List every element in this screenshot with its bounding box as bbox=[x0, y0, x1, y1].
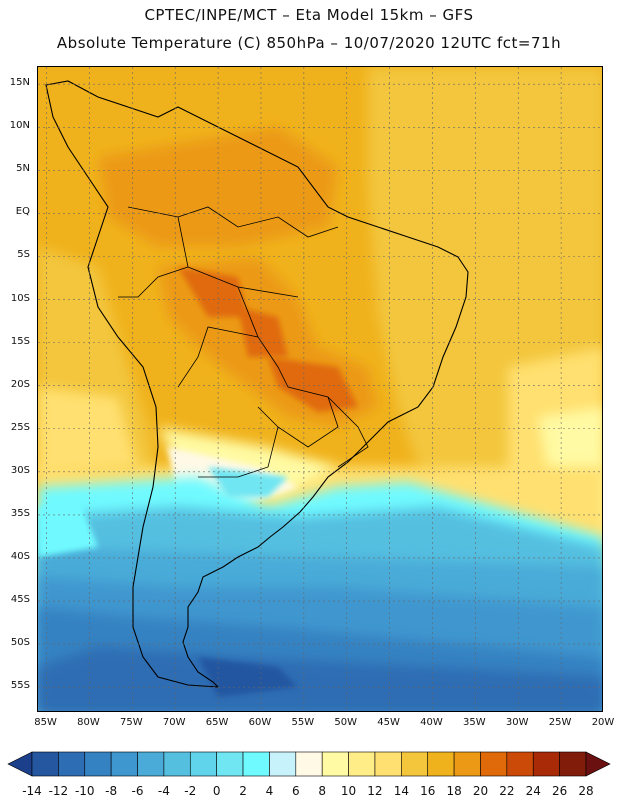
colorbar-tick-label: 18 bbox=[446, 784, 462, 798]
lon-tick-label: 55W bbox=[291, 717, 315, 728]
colorbar-swatch bbox=[242, 751, 270, 777]
lat-tick-label: 45S bbox=[10, 594, 30, 606]
lon-tick-label: 75W bbox=[120, 717, 143, 728]
colorbar bbox=[7, 751, 611, 777]
colorbar-tick-label: 8 bbox=[318, 784, 327, 798]
colorbar-tick-label: -6 bbox=[131, 784, 144, 798]
colorbar-swatch bbox=[31, 751, 59, 777]
lon-tick-label: 85W bbox=[34, 717, 57, 728]
colorbar-swatch bbox=[559, 751, 587, 777]
lat-tick-label: EQ bbox=[15, 206, 30, 218]
colorbar-swatch bbox=[374, 751, 402, 777]
chart-title-line1: CPTEC/INPE/MCT – Eta Model 15km – GFS bbox=[144, 6, 474, 24]
south-america-coastline bbox=[45, 80, 469, 688]
colorbar-swatch bbox=[110, 751, 138, 777]
lon-tick-label: 20W bbox=[591, 717, 615, 728]
colorbar-swatch bbox=[321, 751, 349, 777]
lon-tick-label: 80W bbox=[77, 717, 100, 728]
colorbar-swatch bbox=[216, 751, 244, 777]
colorbar-tick-label: 4 bbox=[265, 784, 274, 798]
chart-title-line2: Absolute Temperature (C) 850hPa – 10/07/… bbox=[56, 34, 562, 52]
colorbar-tick-label: -10 bbox=[74, 784, 95, 798]
lon-tick-label: 40W bbox=[420, 717, 443, 728]
colorbar-swatch bbox=[532, 751, 560, 777]
colorbar-tick-label: 6 bbox=[291, 784, 300, 798]
lat-tick-label: 10S bbox=[10, 292, 30, 304]
lon-tick-label: 50W bbox=[334, 717, 358, 728]
colorbar-swatch bbox=[401, 751, 429, 777]
lat-tick-label: 40S bbox=[10, 550, 30, 562]
lat-tick-label: 55S bbox=[10, 680, 30, 692]
lat-tick-label: 5N bbox=[16, 163, 30, 175]
colorbar-tick-label: -12 bbox=[48, 784, 69, 798]
lon-tick-label: 25W bbox=[548, 717, 572, 728]
colorbar-tick-label: -4 bbox=[157, 784, 170, 798]
colorbar-swatch bbox=[269, 751, 297, 777]
lat-tick-label: 15S bbox=[10, 335, 30, 347]
lat-lon-gridlines bbox=[38, 67, 602, 711]
colorbar-tick-label: 2 bbox=[239, 784, 247, 798]
colorbar-swatch bbox=[427, 751, 455, 777]
colorbar-tick-label: -8 bbox=[105, 784, 118, 798]
colorbar-swatch bbox=[163, 751, 191, 777]
colorbar-swatch bbox=[137, 751, 165, 777]
colorbar-tick-label: 20 bbox=[472, 784, 489, 798]
colorbar-tick-label: 16 bbox=[420, 784, 436, 798]
lat-tick-label: 20S bbox=[10, 378, 30, 390]
colorbar-swatch bbox=[84, 751, 112, 777]
lat-tick-label: 30S bbox=[10, 464, 30, 476]
lat-tick-label: 15N bbox=[9, 77, 30, 89]
colorbar-tick-label: 24 bbox=[525, 784, 541, 798]
colorbar-tick-label: 10 bbox=[340, 784, 357, 798]
colorbar-tick-label: 28 bbox=[578, 784, 594, 798]
lat-tick-label: 25S bbox=[10, 421, 30, 433]
colorbar-swatch bbox=[348, 751, 376, 777]
lat-tick-label: 5S bbox=[17, 249, 30, 261]
colorbar-swatch bbox=[480, 751, 508, 777]
colorbar-tick-label: 14 bbox=[393, 784, 409, 798]
colorbar-swatch bbox=[295, 751, 323, 777]
lat-tick-label: 35S bbox=[10, 507, 30, 519]
lat-tick-label: 10N bbox=[9, 120, 30, 132]
lat-tick-label: 50S bbox=[10, 637, 30, 649]
colorbar-swatch bbox=[453, 751, 481, 777]
colorbar-tick-label: 12 bbox=[367, 784, 383, 798]
colorbar-tick-label: 0 bbox=[212, 784, 221, 798]
lon-tick-label: 35W bbox=[463, 717, 486, 728]
colorbar-swatch bbox=[506, 751, 534, 777]
colorbar-swatch bbox=[189, 751, 217, 777]
lon-tick-label: 65W bbox=[205, 717, 229, 728]
temperature-map[interactable] bbox=[37, 66, 603, 712]
lon-tick-label: 30W bbox=[505, 717, 529, 728]
lon-tick-label: 45W bbox=[377, 717, 400, 728]
lon-tick-label: 60W bbox=[248, 717, 272, 728]
colorbar-swatch bbox=[7, 751, 33, 777]
colorbar-tick-label: -14 bbox=[22, 784, 42, 798]
colorbar-swatch bbox=[58, 751, 86, 777]
colorbar-swatch bbox=[585, 751, 611, 777]
colorbar-tick-label: 26 bbox=[551, 784, 568, 798]
colorbar-tick-label: 22 bbox=[499, 784, 515, 798]
lon-tick-label: 70W bbox=[162, 717, 186, 728]
colorbar-tick-label: -2 bbox=[184, 784, 197, 798]
